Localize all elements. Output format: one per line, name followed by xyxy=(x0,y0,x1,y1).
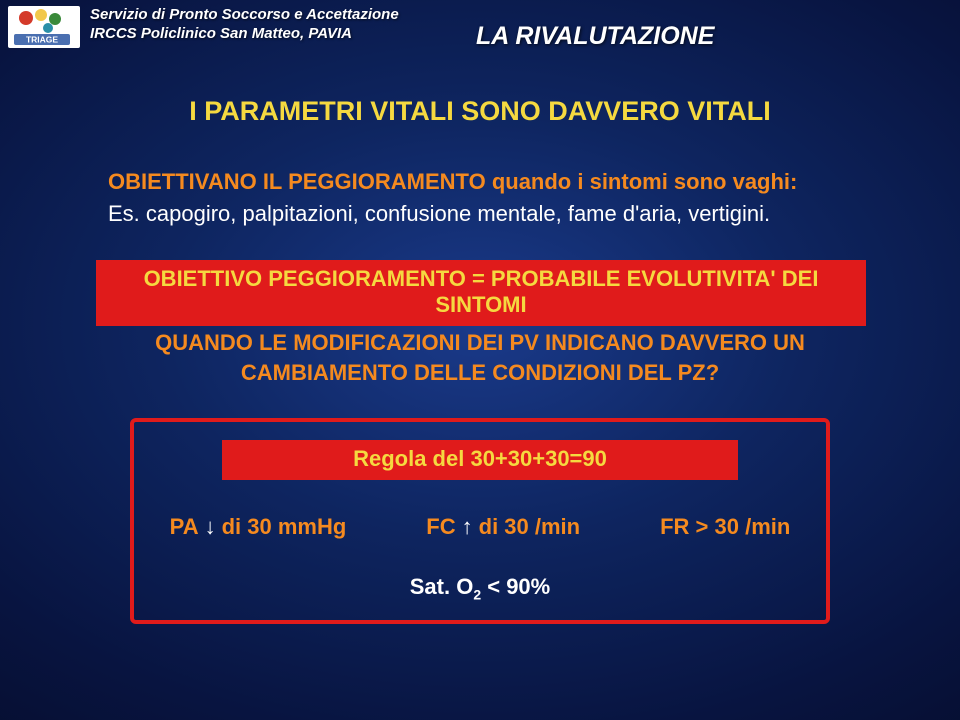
red-box-equation: OBIETTIVO PEGGIORAMENTO = PROBABILE EVOL… xyxy=(96,260,866,326)
logo-dot-red xyxy=(19,11,33,25)
logo-dot-green xyxy=(49,13,61,25)
header-line2: IRCCS Policlinico San Matteo, PAVIA xyxy=(90,25,399,44)
fc-label: FC xyxy=(426,514,455,540)
fc-arrow-up-icon: ↑ xyxy=(462,514,473,540)
slide-title: LA RIVALUTAZIONE xyxy=(476,22,714,51)
parameters-row: PA ↓ di 30 mmHg FC ↑ di 30 /min FR > 30 … xyxy=(0,514,960,540)
pa-label: PA xyxy=(170,514,199,540)
fr-text: FR > 30 /min xyxy=(660,514,790,540)
objective-strong: OBIETTIVANO IL PEGGIORAMENTO xyxy=(108,169,492,194)
sat-pre: Sat. O xyxy=(410,574,474,599)
subtitle: I PARAMETRI VITALI SONO DAVVERO VITALI xyxy=(0,96,960,127)
sat-sub: 2 xyxy=(473,586,481,602)
param-pa: PA ↓ di 30 mmHg xyxy=(170,514,347,540)
param-fc: FC ↑ di 30 /min xyxy=(426,514,580,540)
objective-suffix: quando i sintomi sono vaghi: xyxy=(492,169,798,194)
header-text: Servizio di Pronto Soccorso e Accettazio… xyxy=(90,6,399,44)
triage-logo: TRIAGE xyxy=(8,6,80,48)
logo-dot-cyan xyxy=(43,23,53,33)
fc-rest: di 30 /min xyxy=(479,514,580,540)
question-line2: CAMBIAMENTO DELLE CONDIZIONI DEL PZ? xyxy=(0,358,960,388)
question-line1: QUANDO LE MODIFICAZIONI DEI PV INDICANO … xyxy=(0,328,960,358)
objective-line1: OBIETTIVANO IL PEGGIORAMENTO quando i si… xyxy=(108,166,852,198)
param-fr: FR > 30 /min xyxy=(660,514,790,540)
question-block: QUANDO LE MODIFICAZIONI DEI PV INDICANO … xyxy=(0,328,960,387)
logo-dot-yellow xyxy=(35,9,47,21)
sat-post: < 90% xyxy=(481,574,550,599)
sat-line: Sat. O2 < 90% xyxy=(0,574,960,602)
pa-rest: di 30 mmHg xyxy=(222,514,347,540)
slide-header: TRIAGE Servizio di Pronto Soccorso e Acc… xyxy=(8,6,399,48)
red-box-rule: Regola del 30+30+30=90 xyxy=(222,440,738,480)
objective-block: OBIETTIVANO IL PEGGIORAMENTO quando i si… xyxy=(108,166,852,230)
logo-label: TRIAGE xyxy=(26,35,58,45)
header-line1: Servizio di Pronto Soccorso e Accettazio… xyxy=(90,6,399,25)
objective-example: Es. capogiro, palpitazioni, confusione m… xyxy=(108,198,852,230)
pa-arrow-down-icon: ↓ xyxy=(205,514,216,540)
